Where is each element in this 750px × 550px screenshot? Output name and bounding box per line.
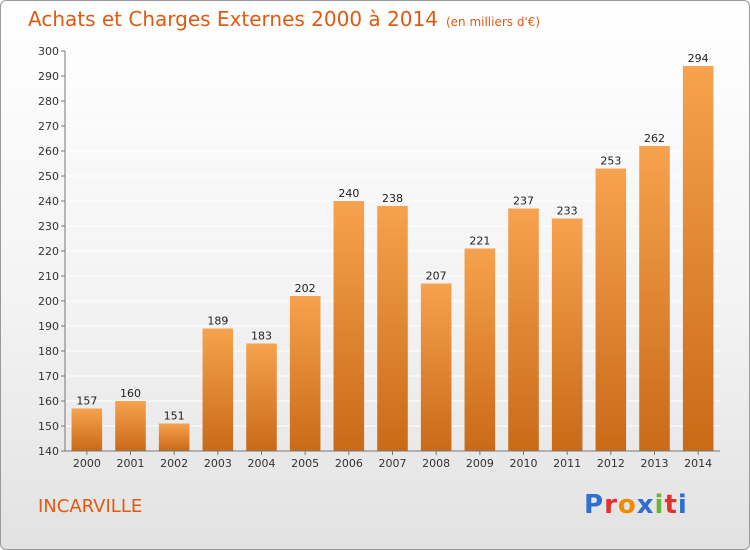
data-label: 294 xyxy=(688,52,709,65)
axes: 140 150 160 170 180 190 200 210 220 230 240 250 260 2… xyxy=(38,45,720,470)
data-label: 237 xyxy=(513,195,534,208)
data-label: 238 xyxy=(382,192,403,205)
y-tick-label: 160 xyxy=(38,395,59,408)
bar xyxy=(639,146,670,451)
data-label: 151 xyxy=(164,410,185,423)
bar xyxy=(464,248,496,451)
bar xyxy=(377,206,408,451)
x-tick-label: 2013 xyxy=(641,457,669,470)
y-tick-label: 270 xyxy=(38,120,59,133)
y-tick-label: 300 xyxy=(38,45,59,58)
bar xyxy=(246,343,277,451)
x-tick-label: 2005 xyxy=(291,457,319,470)
logo-letter: r xyxy=(604,490,618,520)
bar xyxy=(551,218,583,451)
y-tick-label: 220 xyxy=(38,245,59,258)
proxiti-logo: Proxiti xyxy=(584,490,688,520)
commune-name: INCARVILLE xyxy=(38,496,143,517)
x-tick-label: 2012 xyxy=(597,457,625,470)
y-tick-label: 140 xyxy=(38,445,59,458)
x-tick-label: 2006 xyxy=(335,457,363,470)
x-tick-label: 2004 xyxy=(248,457,276,470)
bar xyxy=(420,283,452,451)
x-tick-label: 2011 xyxy=(553,457,581,470)
bar xyxy=(115,401,146,451)
chart-title-text: Achats et Charges Externes 2000 à 2014 xyxy=(28,7,438,31)
y-tick-label: 230 xyxy=(38,220,59,233)
y-tick-label: 190 xyxy=(38,320,59,333)
x-tick-label: 2008 xyxy=(422,457,450,470)
bar xyxy=(71,408,103,451)
y-tick-label: 250 xyxy=(38,170,59,183)
data-label: 183 xyxy=(251,330,272,343)
logo-letter: i xyxy=(677,490,688,520)
bar xyxy=(333,201,365,451)
data-label: 202 xyxy=(295,282,316,295)
bar xyxy=(289,296,321,451)
y-tick-label: 290 xyxy=(38,70,59,83)
y-tick-label: 240 xyxy=(38,195,59,208)
bar xyxy=(508,208,539,451)
x-tick-label: 2001 xyxy=(117,457,145,470)
x-tick-label: 2009 xyxy=(466,457,494,470)
x-tick-label: 2002 xyxy=(160,457,188,470)
logo-letter: o xyxy=(617,490,637,520)
y-tick-label: 150 xyxy=(38,420,59,433)
chart-subtitle: (en milliers d'€) xyxy=(445,15,541,29)
data-label: 253 xyxy=(600,155,621,168)
x-tick-label: 2010 xyxy=(510,457,538,470)
y-tick-label: 210 xyxy=(38,270,59,283)
x-tick-label: 2014 xyxy=(684,457,712,470)
logo-letter: i xyxy=(654,490,665,520)
y-tick-label: 260 xyxy=(38,145,59,158)
logo-letter: P xyxy=(584,490,605,520)
x-tick-label: 2003 xyxy=(204,457,232,470)
chart-title: Achats et Charges Externes 2000 à 2014 (e… xyxy=(28,7,540,31)
y-tick-label: 200 xyxy=(38,295,59,308)
data-label: 160 xyxy=(120,387,141,400)
y-tick-label: 280 xyxy=(38,95,59,108)
data-label: 233 xyxy=(557,205,578,218)
x-tick-label: 2007 xyxy=(379,457,407,470)
data-label: 240 xyxy=(338,187,359,200)
data-label: 262 xyxy=(644,132,665,145)
data-label: 157 xyxy=(76,395,97,408)
bar xyxy=(595,168,627,451)
bar xyxy=(158,423,190,451)
logo-letter: t xyxy=(664,490,678,520)
x-tick-label: 2000 xyxy=(73,457,101,470)
y-tick-label: 170 xyxy=(38,370,59,383)
bar xyxy=(682,66,714,451)
bars: 157 160 151 189 183 202 240 238 207 221 237 233 253 2… xyxy=(71,52,714,451)
logo-letter: x xyxy=(636,490,655,520)
data-label: 207 xyxy=(426,270,447,283)
data-label: 189 xyxy=(207,315,228,328)
data-label: 221 xyxy=(469,235,490,248)
bar xyxy=(202,328,234,451)
y-tick-label: 180 xyxy=(38,345,59,358)
